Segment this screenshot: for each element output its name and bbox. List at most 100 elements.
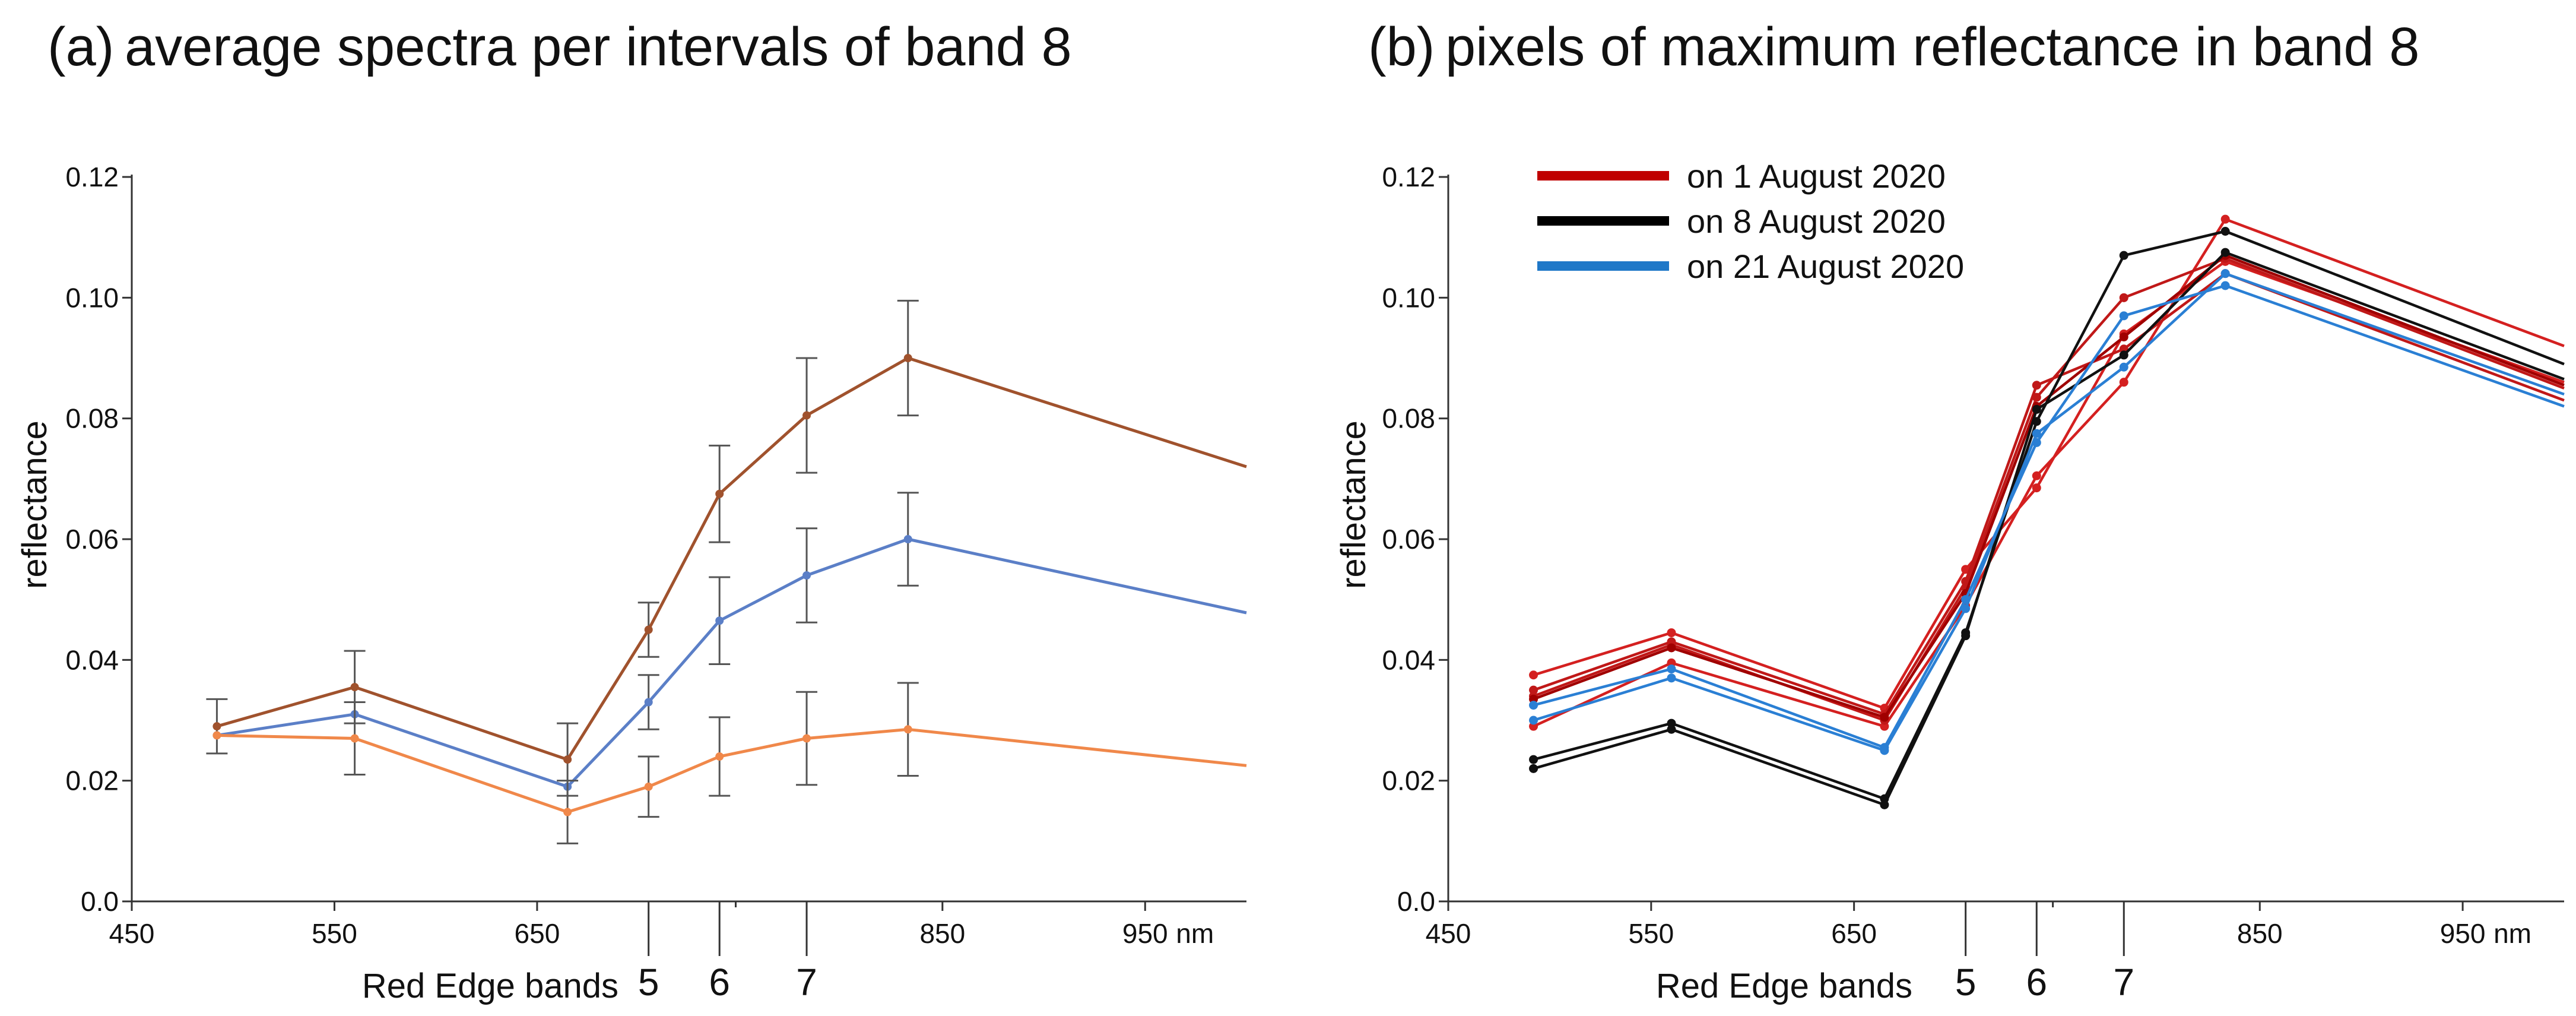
- panel-a-series-3-point: [802, 734, 811, 743]
- panel-b-series-9-point: [1529, 716, 1538, 725]
- panel-a-series-1-point: [715, 489, 724, 498]
- panel-b-x-tick-label: 950: [2440, 918, 2486, 949]
- panel-a-title: average spectra per intervals of band 8: [125, 17, 1072, 77]
- panel-b-series-2-point: [1667, 628, 1676, 638]
- panel-b-x-tick-label: 650: [1831, 918, 1877, 949]
- panel-b-series-7-point: [1880, 800, 1889, 809]
- panel-b-series-6-point: [2119, 251, 2128, 260]
- panel-b-series-1-point: [2032, 471, 2041, 480]
- panel-a-series-2-point: [715, 616, 724, 625]
- panel-a-x-tick-label: 650: [515, 918, 560, 949]
- panel-a-x-ticks: 450 550 650 850 950: [109, 901, 1168, 949]
- panel-a-band-5-label: 5: [638, 961, 659, 1004]
- panel-a-band-6-label: 6: [709, 961, 730, 1004]
- panel-b-series-7-point: [2119, 350, 2128, 360]
- panel-a-y-tick-label: 0.10: [65, 282, 119, 313]
- panel-a-y-tick-label: 0.0: [81, 886, 119, 917]
- panel-a-y-tick-label: 0.08: [65, 403, 119, 434]
- panel-a-series-line-2: [217, 537, 1247, 789]
- panel-b-y-tick-label: 0.04: [1382, 644, 1435, 675]
- panel-b-series-9-point: [1667, 673, 1676, 683]
- panel-a-series-line-3: [217, 727, 1247, 814]
- panel-b-series-7-point: [2032, 404, 2041, 414]
- panel-b-series-4-point: [2032, 393, 2041, 402]
- panel-b-series-9-point: [1961, 604, 1971, 613]
- panel-b-series-2-point: [2032, 483, 2041, 493]
- panel-b-series-9-point: [2119, 362, 2128, 372]
- panel-b-y-ticks: 0.0 0.02 0.04 0.06 0.08 0.10 0.12: [1382, 162, 1448, 917]
- panel-a-series-3-point: [644, 782, 653, 791]
- panel-b-series-1-point: [2119, 378, 2128, 387]
- panel-b-y-axis-label: reflectance: [1334, 420, 1373, 589]
- panel-a-x-tick-label: 950: [1122, 918, 1168, 949]
- panel-b-series-4-point: [2119, 293, 2128, 302]
- panel-b-series-2-point: [1529, 670, 1538, 680]
- panel-b-series-5-point: [1880, 713, 1889, 722]
- panel-a-series-1-point: [644, 625, 653, 634]
- legend-label-2: on 8 August 2020: [1687, 202, 1946, 240]
- legend-label-1: on 1 August 2020: [1687, 157, 1946, 195]
- panel-b-series-8-point: [2119, 311, 2128, 321]
- panel-a-series-3-point: [715, 752, 724, 761]
- panel-a-series-2-point: [802, 571, 811, 580]
- panel-a-y-ticks: 0.0 0.02 0.04 0.06 0.08 0.10 0.12: [65, 162, 132, 917]
- panel-b-band-6-label: 6: [2026, 961, 2047, 1004]
- panel-b-series-line-4: [1533, 257, 2565, 722]
- panel-a-series-1-point: [350, 683, 359, 692]
- panel-b-series-3-point: [2032, 381, 2041, 390]
- panel-a-series-3-point: [563, 808, 572, 816]
- panel-a-y-tick-label: 0.02: [65, 765, 119, 796]
- panel-a-red-edge-bands: 5 6 7: [638, 901, 817, 1004]
- panel-a-series-1-point: [903, 354, 912, 362]
- panel-b-y-tick-label: 0.06: [1382, 524, 1435, 555]
- panel-a-series-1-point: [563, 755, 572, 764]
- panel-b-legend: on 1 August 2020 on 8 August 2020 on 21 Au…: [1537, 157, 1964, 285]
- panel-a-series-2-point: [644, 698, 653, 707]
- panel-b-y-tick-label: 0.10: [1382, 282, 1435, 313]
- panel-b-title: pixels of maximum reflectance in band 8: [1445, 17, 2419, 77]
- panel-b-y-tick-label: 0.08: [1382, 403, 1435, 434]
- panel-a: (a) average spectra per intervals of ban…: [15, 17, 1247, 1005]
- panel-b-series-line-1: [1533, 217, 2565, 728]
- panel-a-y-tick-label: 0.12: [65, 162, 119, 192]
- panel-a-series-3-point: [212, 731, 221, 740]
- panel-b-series-line-8: [1533, 284, 2565, 749]
- panel-b-series-7-point: [1529, 764, 1538, 773]
- panel-b-x-tick-label: 850: [2237, 918, 2283, 949]
- panel-b-series-7-point: [2220, 248, 2230, 257]
- panel-b-series-7-point: [1961, 631, 1971, 641]
- panel-a-series-3-point: [350, 734, 359, 743]
- panel-a-x-axis-label: Red Edge bands: [362, 967, 618, 1005]
- panel-b-band-5-label: 5: [1955, 961, 1977, 1004]
- panel-b-series-line-7: [1533, 251, 2565, 806]
- panel-b-x-axis-label: Red Edge bands: [1656, 967, 1912, 1005]
- panel-b-series-5-point: [1667, 643, 1676, 653]
- panel-b-series-6-point: [1529, 755, 1538, 764]
- panel-b-series-1-point: [2220, 214, 2230, 224]
- panel-a-x-unit: nm: [1176, 918, 1214, 949]
- panel-b-series-line-9: [1533, 272, 2565, 752]
- panel-a-label: (a): [47, 17, 114, 77]
- panel-b-series-6-point: [2220, 227, 2230, 236]
- panel-b-x-unit: nm: [2493, 918, 2531, 949]
- panel-a-x-tick-label: 850: [919, 918, 965, 949]
- panel-b-y-tick-label: 0.02: [1382, 765, 1435, 796]
- panel-b: (b) pixels of maximum reflectance in ban…: [1334, 17, 2565, 1005]
- panel-a-y-axis-label: reflectance: [15, 420, 54, 589]
- panel-b-series-8-point: [1529, 701, 1538, 710]
- panel-a-series-3-point: [903, 725, 912, 734]
- panel-b-series-8-point: [1667, 664, 1676, 674]
- panel-b-plot: [1529, 214, 2565, 809]
- panel-b-x-tick-label: 550: [1628, 918, 1674, 949]
- panel-a-y-tick-label: 0.06: [65, 524, 119, 555]
- panel-b-series-9-point: [2220, 269, 2230, 278]
- panel-a-series-2-point: [903, 535, 912, 543]
- panel-a-x-tick-label: 450: [109, 918, 155, 949]
- panel-b-series-5-point: [2119, 332, 2128, 341]
- panel-b-y-tick-label: 0.12: [1382, 162, 1435, 192]
- panel-b-series-line-3: [1533, 272, 2565, 716]
- panel-b-red-edge-bands: 5 6 7: [1955, 901, 2134, 1004]
- panel-b-series-9-point: [2032, 429, 2041, 438]
- panel-b-series-9-point: [1880, 746, 1889, 755]
